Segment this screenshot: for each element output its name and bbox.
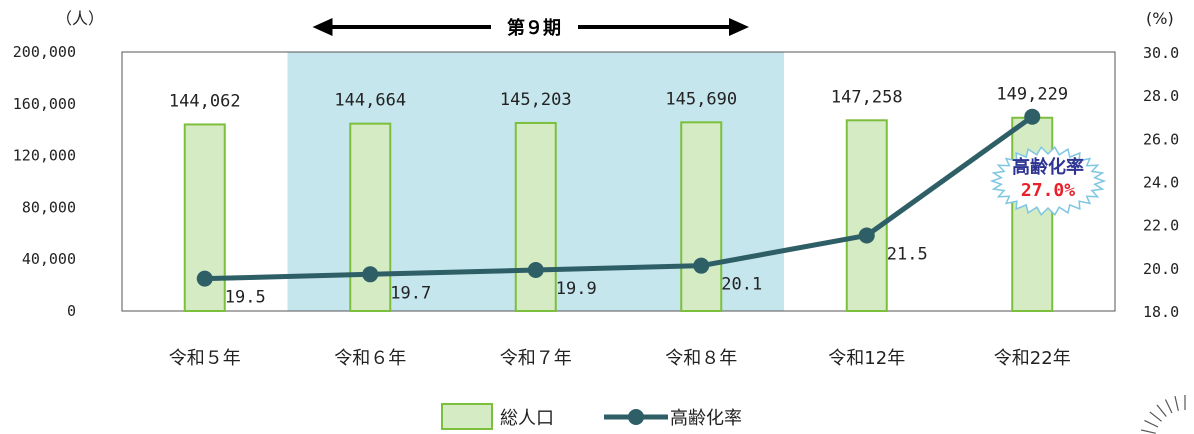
period-annotation: 第９期 <box>312 17 749 39</box>
left-tick-label-5: 160,000 <box>13 95 76 113</box>
left-axis-unit: （人） <box>56 9 104 28</box>
bar-value-label-4: 145,690 <box>665 89 737 109</box>
right-axis-unit: (%) <box>1146 9 1174 28</box>
legend: 総人口 高齢化率 <box>441 395 1186 434</box>
aging-rate-point-6 <box>1024 108 1041 125</box>
plot-area-frame <box>121 51 1116 312</box>
line-value-label-3: 19.9 <box>556 279 597 299</box>
right-tick-label-7: 30.0 <box>1143 44 1179 62</box>
left-tick-label-4: 120,000 <box>13 147 76 165</box>
period-arrow-left-head <box>312 18 333 36</box>
category-label-3: 令和７年 <box>500 348 572 369</box>
bar-4 <box>680 121 723 312</box>
left-tick-label-1: 0 <box>67 302 76 320</box>
bar-3 <box>514 121 557 312</box>
left-tick-label-3: 80,000 <box>22 198 76 216</box>
aging-rate-point-3 <box>527 261 544 278</box>
line-value-label-1: 19.5 <box>225 288 266 308</box>
decor-burst-stroke-3 <box>1144 419 1159 428</box>
period-label: 第９期 <box>507 17 561 39</box>
bar-value-label-2: 144,664 <box>334 91 406 111</box>
legend-bar-swatch <box>441 403 493 430</box>
left-tick-label-2: 40,000 <box>22 250 76 268</box>
left-tick-label-6: 200,000 <box>13 43 76 61</box>
line-value-label-5: 21.5 <box>887 244 928 264</box>
category-label-5: 令和12年 <box>828 348 905 369</box>
aging-rate-point-2 <box>362 266 379 283</box>
callout-value: 27.0% <box>1021 180 1075 201</box>
bar-6 <box>1011 116 1054 312</box>
category-label-1: 令和５年 <box>169 348 241 369</box>
decor-burst-stroke-7 <box>1174 395 1179 411</box>
right-tick-label-1: 18.0 <box>1143 303 1179 321</box>
decor-burst-stroke-2 <box>1140 429 1156 434</box>
bar-series <box>183 116 1054 312</box>
bar-value-label-5: 147,258 <box>831 87 903 107</box>
legend-bar-label: 総人口 <box>500 408 554 429</box>
legend-line-label: 高齢化率 <box>670 408 742 429</box>
category-label-2: 令和６年 <box>334 348 406 369</box>
bar-value-label-6: 149,229 <box>996 85 1068 105</box>
category-label-4: 令和８年 <box>665 348 737 369</box>
line-value-label-4: 20.1 <box>721 275 762 295</box>
right-tick-label-3: 22.0 <box>1143 217 1179 235</box>
right-tick-label-6: 28.0 <box>1143 87 1179 105</box>
aging-rate-line <box>204 114 1034 282</box>
callout-burst <box>989 145 1107 217</box>
bar-value-label-3: 145,203 <box>500 90 572 110</box>
decor-burst-stroke-5 <box>1156 404 1167 417</box>
line-series <box>196 108 1041 287</box>
right-tick-label-4: 24.0 <box>1143 174 1179 192</box>
right-tick-label-2: 20.0 <box>1143 260 1179 278</box>
decor-burst-stroke-6 <box>1164 399 1173 414</box>
axes: 0 40,000 80,000 120,000 160,000 200,000 18.0 20… <box>13 9 1179 369</box>
line-value-label-2: 19.7 <box>390 283 431 303</box>
bar-5 <box>845 119 888 312</box>
decor-burst-stroke-4 <box>1149 411 1162 422</box>
data-labels: 144,062 144,664 145,203 145,690 147,258 149,2… <box>169 85 1068 308</box>
category-label-6: 令和22年 <box>994 348 1071 369</box>
legend-line-marker <box>628 409 644 425</box>
aging-rate-point-5 <box>858 227 875 244</box>
period-arrow-right-head <box>729 18 749 36</box>
bar-2 <box>349 122 392 312</box>
bar-value-label-1: 144,062 <box>169 91 241 111</box>
right-tick-label-5: 26.0 <box>1143 130 1179 148</box>
aging-rate-point-4 <box>693 257 710 274</box>
callout-title: 高齢化率 <box>1012 156 1084 178</box>
aging-rate-point-1 <box>196 270 213 287</box>
